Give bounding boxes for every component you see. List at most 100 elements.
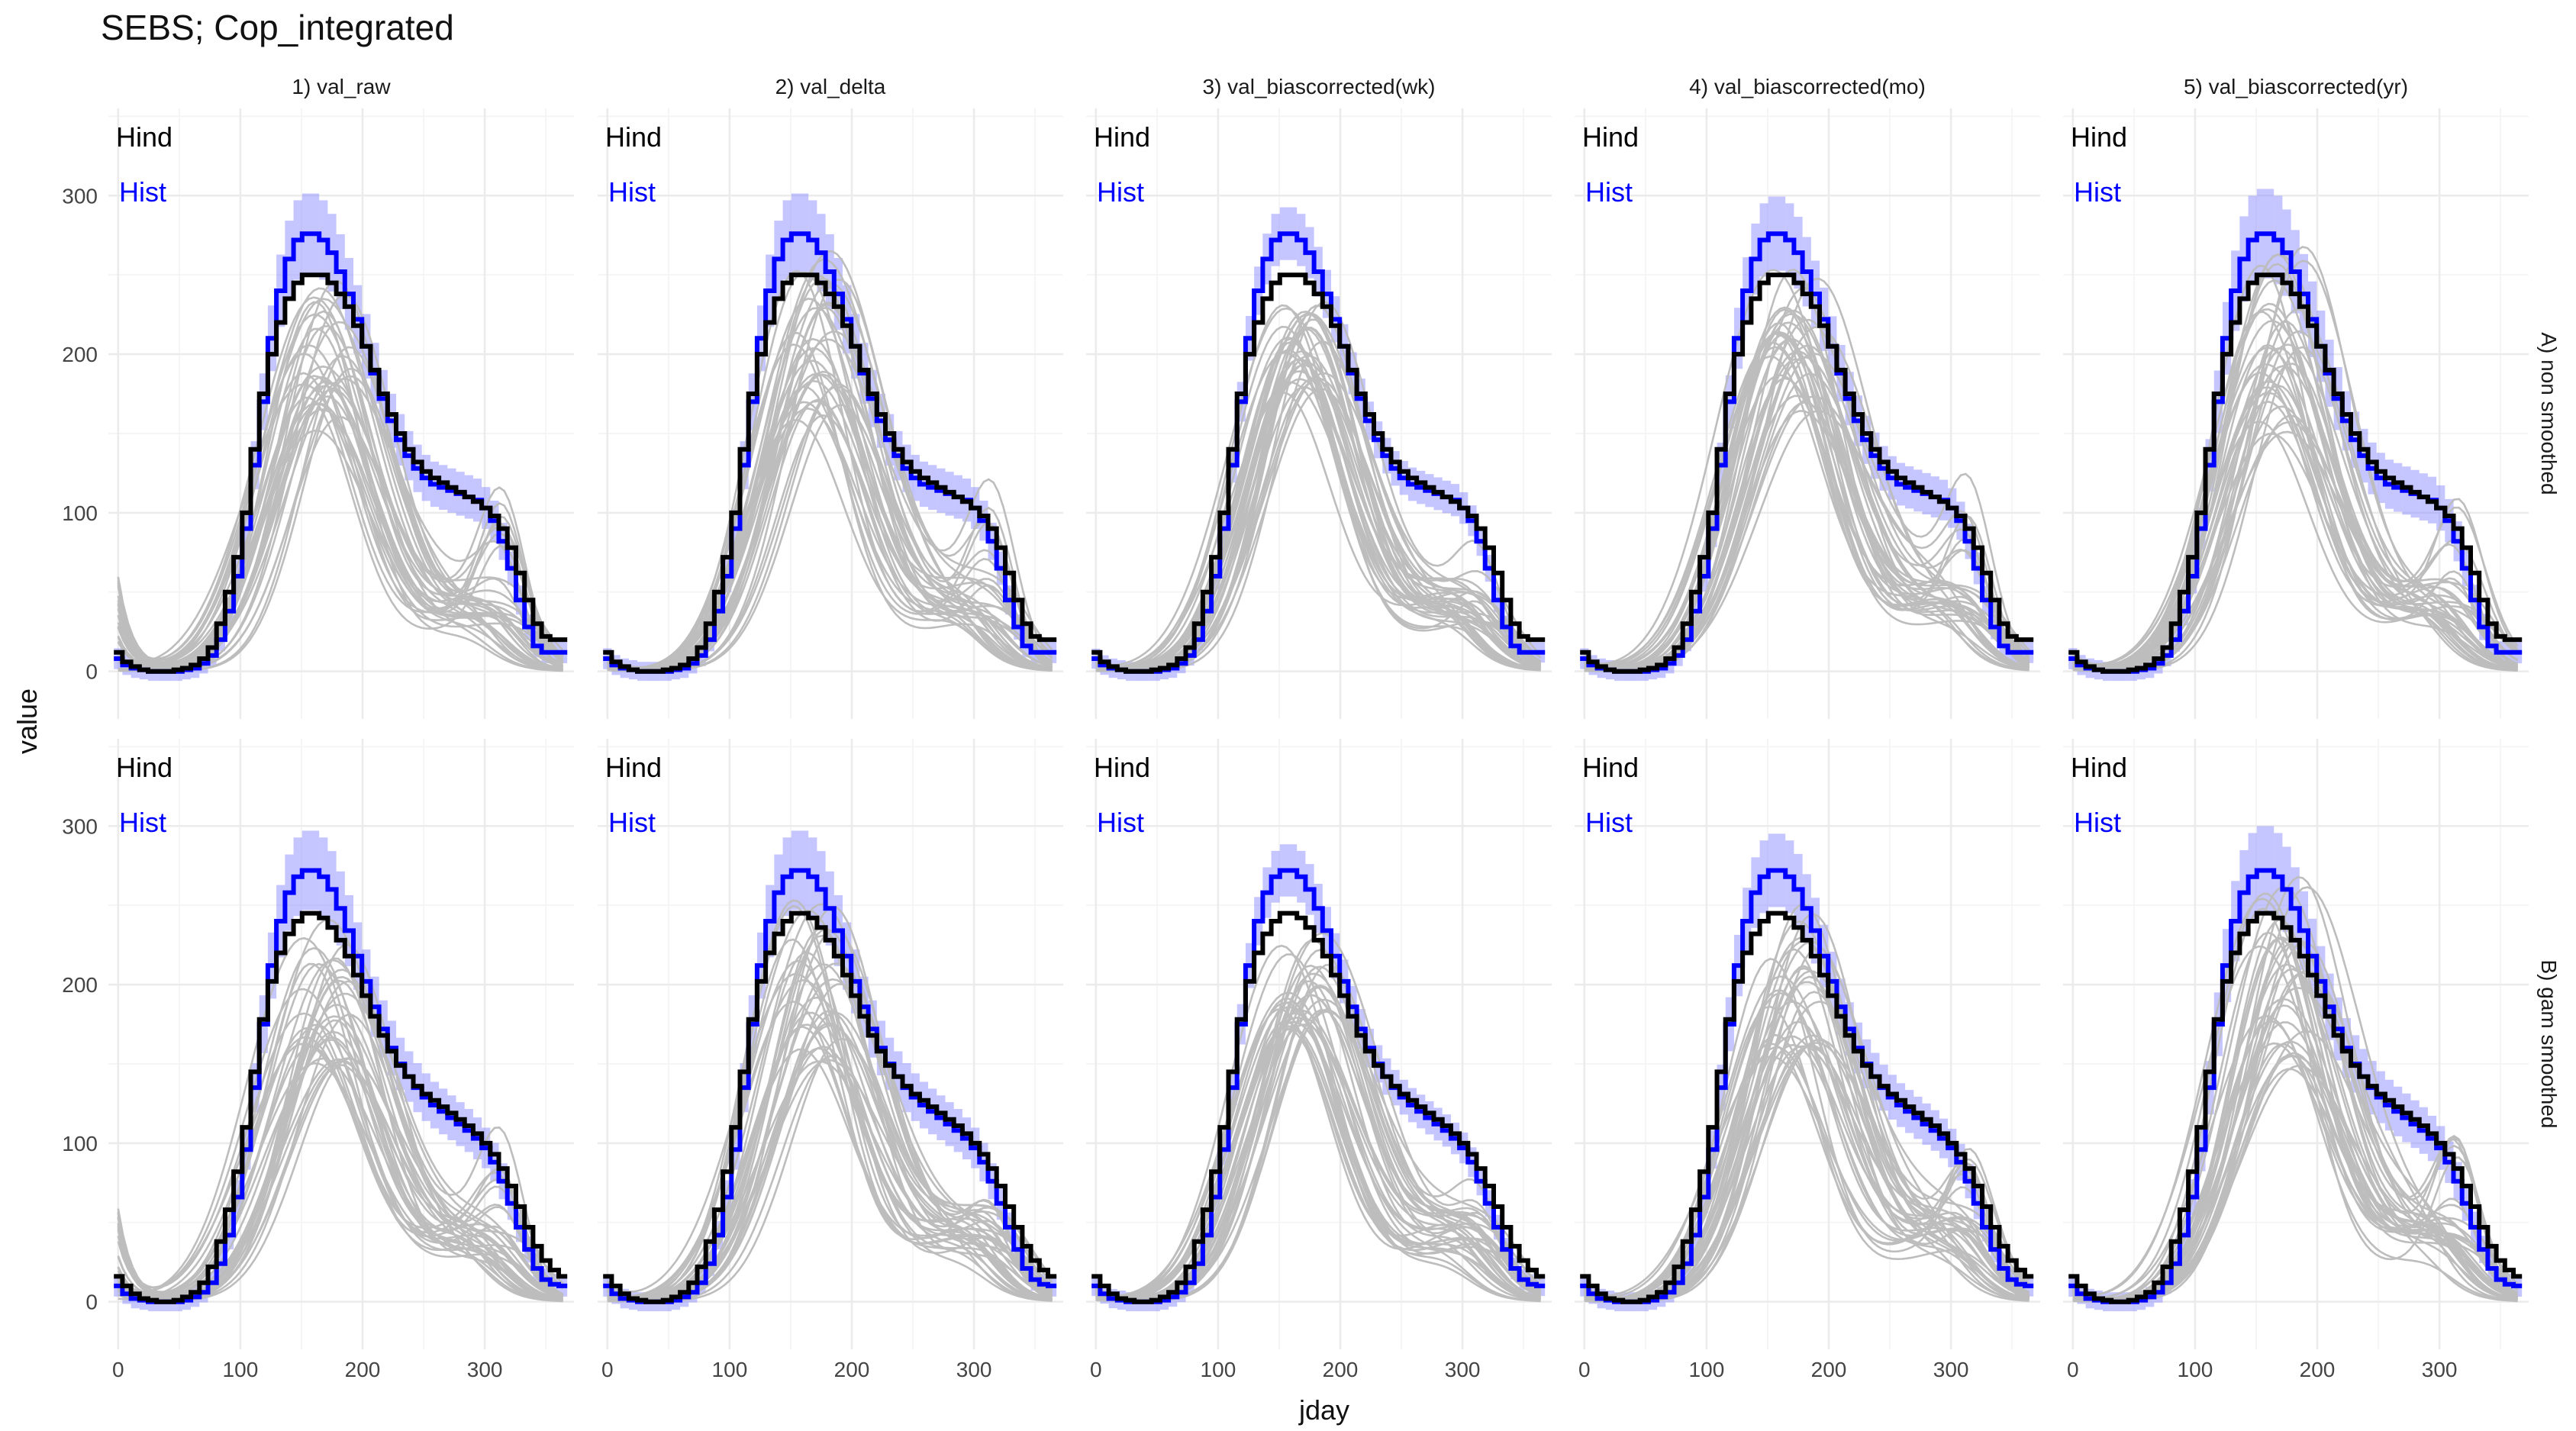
projection-line bbox=[2072, 998, 2519, 1302]
x-tick-label: 100 bbox=[1689, 1358, 1725, 1381]
legend-label-hind: Hind bbox=[1582, 121, 1639, 153]
projection-line bbox=[606, 962, 1053, 1300]
facet-column-label: 1) val_raw bbox=[292, 75, 391, 98]
legend-label-hind: Hind bbox=[1094, 752, 1150, 783]
x-tick-label: 200 bbox=[1323, 1358, 1359, 1381]
x-tick-label: 200 bbox=[1811, 1358, 1847, 1381]
y-tick-label: 0 bbox=[85, 1291, 98, 1314]
projection-line bbox=[117, 1043, 563, 1299]
projection-line bbox=[117, 946, 563, 1302]
facet-column-label: 2) val_delta bbox=[775, 75, 886, 98]
projection-line bbox=[607, 338, 1053, 672]
projection-line bbox=[606, 275, 1053, 671]
x-tick-label: 300 bbox=[1445, 1358, 1481, 1381]
projection-line bbox=[1583, 306, 2030, 672]
projection-line bbox=[606, 385, 1053, 670]
x-tick-label: 200 bbox=[834, 1358, 870, 1381]
panel: Hind Hist 0 100 200 300 bbox=[598, 739, 1063, 1381]
projection-line bbox=[2072, 430, 2519, 670]
legend-label-hist: Hist bbox=[119, 176, 166, 208]
projection-line bbox=[117, 1057, 564, 1297]
projection-line bbox=[2071, 308, 2518, 668]
facet-column-label: 3) val_biascorrected(wk) bbox=[1203, 75, 1436, 98]
legend-label-hist: Hist bbox=[1097, 807, 1144, 838]
x-tick-label: 0 bbox=[112, 1358, 124, 1381]
x-tick-label: 100 bbox=[223, 1358, 259, 1381]
projection-line bbox=[117, 325, 563, 672]
projection-line bbox=[1584, 991, 2030, 1301]
panel: Hind Hist 0 100 200 300 bbox=[1575, 739, 2040, 1381]
projection-line bbox=[117, 430, 563, 672]
projection-line bbox=[1584, 330, 2030, 666]
x-tick-label: 200 bbox=[2300, 1358, 2336, 1381]
legend-label-hind: Hind bbox=[1094, 121, 1150, 153]
x-tick-label: 300 bbox=[2422, 1358, 2458, 1381]
projection-line bbox=[606, 973, 1053, 1295]
chart-title: SEBS; Cop_integrated bbox=[101, 8, 454, 47]
x-tick-label: 0 bbox=[1578, 1358, 1591, 1381]
legend-label-hind: Hind bbox=[116, 121, 172, 153]
projection-line bbox=[2072, 421, 2518, 672]
legend-label-hist: Hist bbox=[1585, 176, 1633, 208]
projection-line bbox=[1095, 1023, 1542, 1300]
panel: Hind Hist 0 100 200 300 bbox=[1086, 739, 1552, 1381]
projection-line bbox=[606, 331, 1053, 669]
hind-line bbox=[2068, 272, 2523, 674]
projection-line bbox=[2072, 386, 2518, 669]
projection-line bbox=[1095, 1017, 1542, 1298]
legend-label-hist: Hist bbox=[608, 807, 656, 838]
hind-line bbox=[603, 272, 1057, 674]
x-tick-label: 100 bbox=[712, 1358, 748, 1381]
hind-line bbox=[2068, 910, 2523, 1304]
y-tick-label: 100 bbox=[62, 501, 98, 525]
projection-line bbox=[1095, 351, 1541, 672]
projection-line bbox=[118, 1036, 564, 1300]
projection-line bbox=[607, 959, 1053, 1300]
projection-line bbox=[1583, 958, 2030, 1300]
projection-line bbox=[607, 978, 1053, 1297]
legend-label-hist: Hist bbox=[119, 807, 166, 838]
projection-line bbox=[2071, 343, 2518, 669]
projection-line bbox=[607, 277, 1053, 670]
panel: Hind Hist bbox=[598, 108, 1063, 719]
facet-row-label: B) gam smoothed bbox=[2537, 960, 2561, 1129]
projection-line bbox=[2072, 302, 2518, 670]
projection-line bbox=[1095, 304, 1541, 671]
projection-line bbox=[2072, 405, 2518, 671]
legend-label-hist: Hist bbox=[1097, 176, 1144, 208]
projection-line bbox=[607, 909, 1053, 1300]
legend-label-hist: Hist bbox=[608, 176, 656, 208]
projection-line bbox=[607, 1048, 1053, 1302]
facet-row-label: A) non smoothed bbox=[2537, 332, 2561, 495]
x-tick-label: 100 bbox=[1201, 1358, 1236, 1381]
projection-line bbox=[1583, 377, 2030, 670]
panel: Hind Hist bbox=[2063, 108, 2529, 719]
projection-line bbox=[1584, 269, 2030, 666]
projection-line bbox=[1583, 936, 2030, 1299]
projection-line bbox=[1095, 307, 1542, 667]
projection-line bbox=[117, 385, 563, 668]
projection-line bbox=[606, 379, 1053, 669]
panel: Hind Hist 0 100 200 300 bbox=[62, 108, 574, 719]
legend-label-hist: Hist bbox=[2074, 176, 2121, 208]
y-tick-label: 200 bbox=[62, 343, 98, 366]
legend-label-hind: Hind bbox=[116, 752, 172, 783]
legend-label-hind: Hind bbox=[2071, 121, 2127, 153]
projection-line bbox=[607, 330, 1053, 672]
panel: Hind Hist 0 100 200 300 0 100 200 300 bbox=[62, 739, 574, 1381]
legend-label-hind: Hind bbox=[1582, 752, 1639, 783]
legend-label-hist: Hist bbox=[2074, 807, 2121, 838]
y-tick-label: 200 bbox=[62, 973, 98, 997]
projection-line bbox=[118, 298, 563, 671]
legend-label-hist: Hist bbox=[1585, 807, 1633, 838]
panels-layer: 1) val_raw 2) val_delta 3) val_biascorrect… bbox=[62, 75, 2561, 1381]
legend-label-hind: Hind bbox=[605, 121, 662, 153]
hind-line bbox=[603, 910, 1057, 1304]
x-tick-label: 0 bbox=[2067, 1358, 2079, 1381]
hind-line bbox=[1091, 272, 1546, 674]
projection-line bbox=[1584, 321, 2030, 671]
projection-line bbox=[117, 378, 564, 669]
projection-line bbox=[1095, 965, 1542, 1301]
projection-line bbox=[1095, 1009, 1542, 1298]
